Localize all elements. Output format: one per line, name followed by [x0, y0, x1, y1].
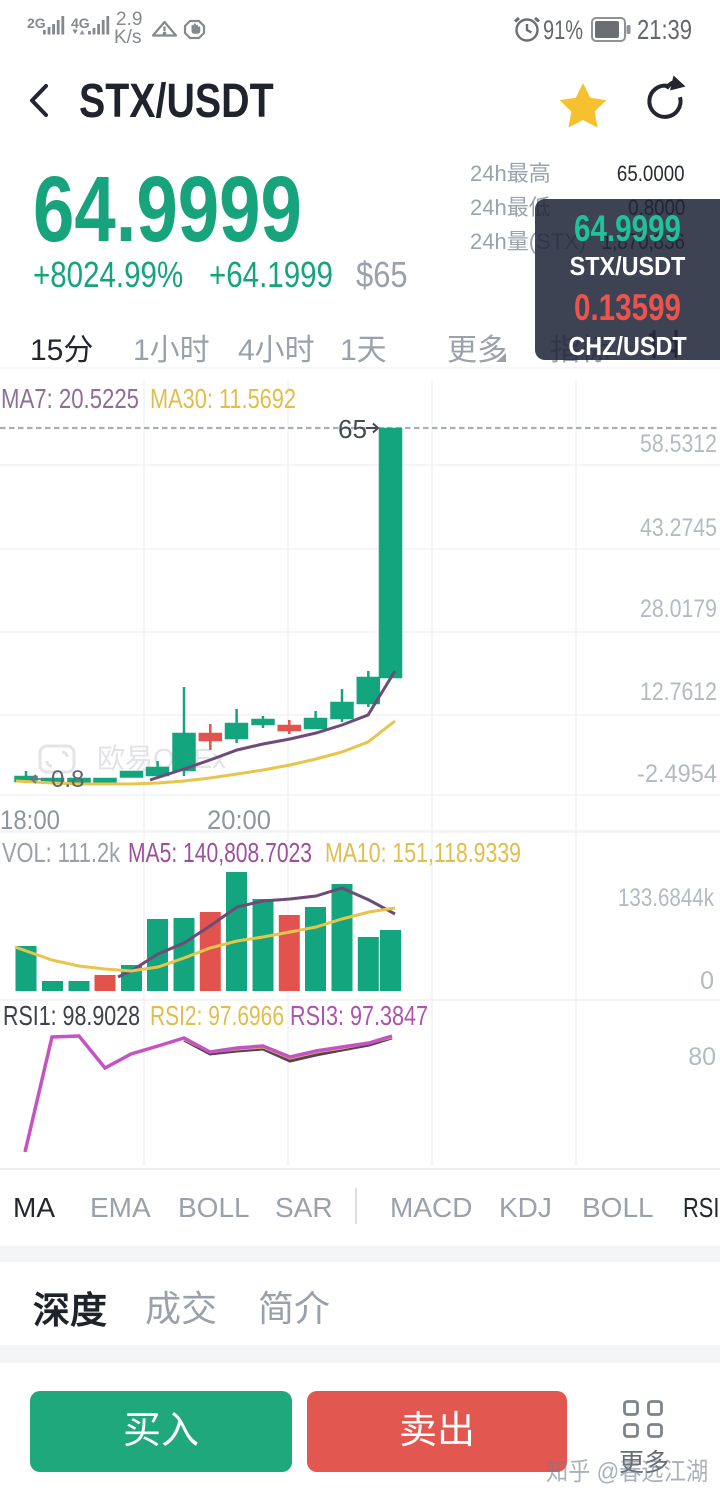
svg-text:21:39: 21:39 [637, 14, 692, 45]
svg-text:-2.4954: -2.4954 [637, 760, 717, 788]
svg-text:K/s: K/s [114, 27, 141, 48]
svg-text:VOL: 111.2k: VOL: 111.2k [2, 837, 121, 868]
svg-text:2.9: 2.9 [116, 9, 142, 30]
svg-text:2G: 2G [27, 15, 46, 31]
svg-text:MA30: 11.5692: MA30: 11.5692 [150, 383, 296, 414]
svg-text:133.6844k: 133.6844k [618, 884, 714, 912]
svg-text:18:00: 18:00 [0, 805, 60, 835]
svg-text:28.0179: 28.0179 [640, 595, 717, 623]
svg-text:RSI2: 97.6966: RSI2: 97.6966 [150, 1000, 284, 1031]
svg-text:MA7: 20.5225: MA7: 20.5225 [1, 383, 139, 414]
svg-text:58.5312: 58.5312 [640, 430, 717, 458]
svg-text:12.7612: 12.7612 [640, 678, 717, 706]
svg-text:0.8: 0.8 [51, 766, 84, 793]
svg-text:MA5: 140,808.7023: MA5: 140,808.7023 [128, 837, 312, 868]
svg-text:91%: 91% [543, 15, 583, 45]
svg-text:0: 0 [700, 967, 714, 995]
svg-text:65: 65 [338, 414, 367, 444]
svg-text:RSI3: 97.3847: RSI3: 97.3847 [290, 1000, 428, 1031]
svg-text:20:00: 20:00 [207, 805, 271, 835]
svg-text:MA10: 151,118.9339: MA10: 151,118.9339 [325, 837, 521, 868]
svg-text:43.2745: 43.2745 [640, 514, 717, 542]
svg-text:80: 80 [688, 1043, 716, 1071]
svg-text:4G: 4G [71, 15, 90, 31]
svg-text:RSI1: 98.9028: RSI1: 98.9028 [3, 1000, 140, 1031]
